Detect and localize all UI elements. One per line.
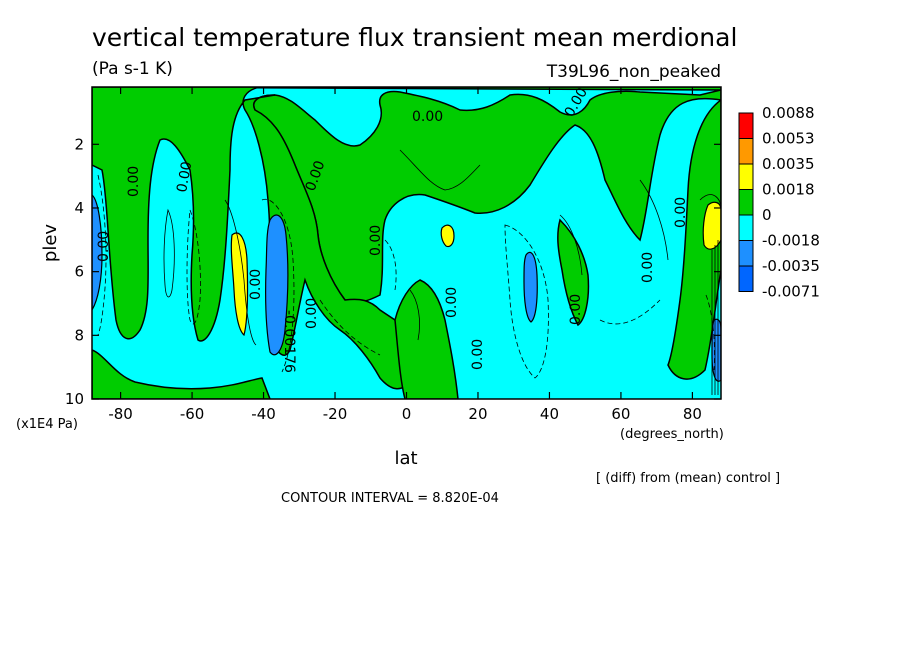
blue-region-north-35 [523,251,538,323]
contour-label: 0.00 [174,160,195,193]
x-tick-label: 0 [402,405,412,423]
y-tick-label: 2 [74,135,84,153]
y-axis: 2 4 6 8 10 [65,135,721,408]
units-label: (Pa s-1 K) [92,59,173,79]
dense-contours-north-pole [711,235,721,395]
colorbar-label: -0.0018 [762,232,820,250]
y-tick-label: 8 [74,326,84,344]
x-tick-label: 60 [611,405,630,423]
x-axis-unit: (degrees_north) [620,427,724,442]
colorbar-swatch [738,163,754,190]
contour-label: 0.00 [304,298,320,329]
green-region-center-bottom [394,279,459,399]
y-tick-label: 4 [74,199,84,217]
contour-label: 0.00 [368,225,384,256]
colorbar-label: 0.0088 [762,104,815,122]
contour-interval-text: CONTOUR INTERVAL = 8.820E-04 [281,491,499,506]
blue-region-left-edge [92,194,103,312]
contour-field: 0.00 0.00 0.00 0.00 0.00 0.00 0.00 0.00 0.00 0.00… [92,87,721,399]
x-tick-label: 20 [468,405,487,423]
contour-label: 0.00 [96,231,112,262]
x-tick-label: 80 [683,405,702,423]
colorbar-swatch [738,240,754,267]
colorbar-label: 0.0035 [762,155,815,173]
contour-label: -0.00176 [281,310,297,373]
contour-label: 0.00 [568,294,584,325]
colorbar-label: -0.0035 [762,257,820,275]
colorbar-label: 0.0018 [762,181,815,199]
green-region-right-middle [557,218,590,327]
x-tick-label: 40 [540,405,559,423]
colorbar-label: 0 [762,206,772,224]
contour-label: 0.00 [412,109,443,125]
colorbar-swatch [738,112,754,139]
x-tick-label: -80 [108,405,133,423]
negative-contour-lines [97,174,715,379]
y-tick-label: 6 [74,263,84,281]
contour-label: 0.00 [640,252,656,283]
green-region-left-column [92,87,414,390]
x-axis-title: lat [394,448,417,469]
x-tick-label: -20 [323,405,348,423]
x-axis: -80 -60 -40 -20 0 20 40 60 80 [108,87,702,423]
colorbar-swatch [738,138,754,165]
chart-title: vertical temperature flux transient mean… [92,23,737,52]
colorbar-label: 0.0053 [762,130,815,148]
yellow-region-left [230,232,249,337]
run-label: T39L96_non_peaked [546,62,721,82]
contour-label: 0.00 [444,287,460,318]
colorbar-swatch [738,265,754,292]
contour-label: 0.00 [248,269,264,300]
footnote: [ (diff) from (mean) control ] [596,471,780,486]
yellow-region-right [702,201,721,250]
y-axis-unit: (x1E4 Pa) [16,417,78,432]
x-tick-label: -60 [180,405,205,423]
x-tick-label: -40 [251,405,276,423]
colorbar-swatch [738,189,754,216]
contour-lines [163,149,721,346]
colorbar-label: -0.0071 [762,283,820,301]
y-axis-title: plev [40,224,61,263]
contour-label: 0.00 [470,339,486,370]
blue-region-south-40 [265,214,289,356]
colorbar-swatch [738,214,754,241]
green-region-bottom-left [92,349,271,399]
y-tick-label: 10 [65,390,84,408]
contour-label: 0.00 [673,197,689,228]
yellow-region-center [440,224,455,248]
contour-label: 0.00 [126,166,142,197]
colorbar: 0.0088 0.0053 0.0035 0.0018 0 -0.0018 -0.0035 -… [738,104,820,301]
green-region-right-column [667,99,721,380]
